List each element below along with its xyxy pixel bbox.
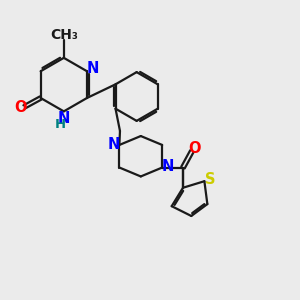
Text: N: N [87, 61, 99, 76]
Text: H: H [55, 118, 66, 131]
Text: N: N [58, 111, 70, 126]
Text: CH₃: CH₃ [50, 28, 78, 42]
Text: N: N [107, 137, 120, 152]
Text: S: S [205, 172, 216, 187]
Text: O: O [14, 100, 27, 115]
Text: N: N [162, 159, 174, 174]
Text: O: O [188, 141, 200, 156]
